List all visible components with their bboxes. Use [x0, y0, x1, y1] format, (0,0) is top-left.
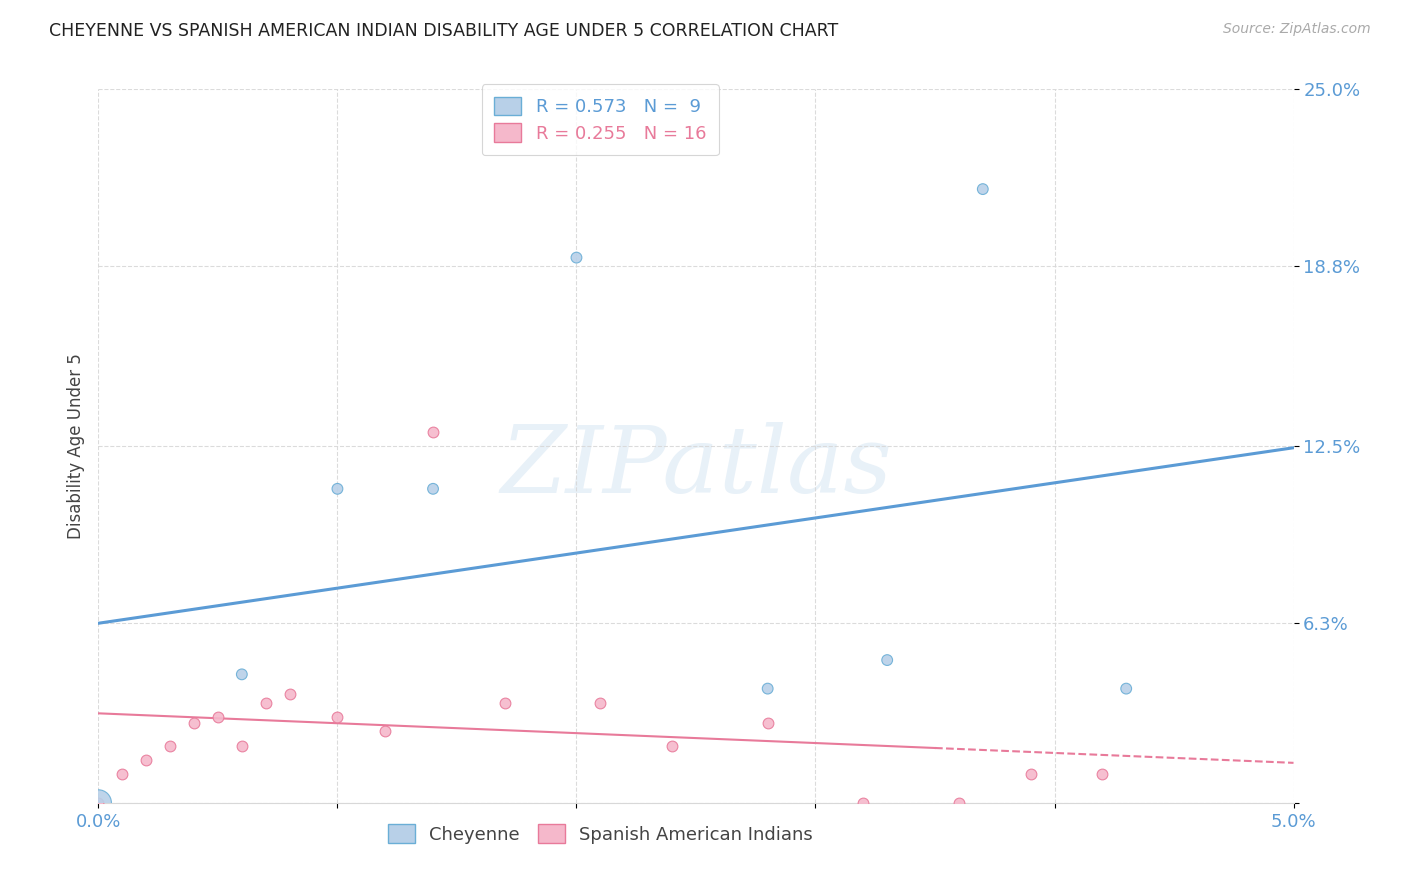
Point	[87, 796, 110, 810]
Point	[948, 796, 970, 810]
Point	[326, 482, 349, 496]
Point	[231, 739, 253, 753]
Point	[494, 696, 516, 710]
Y-axis label: Disability Age Under 5: Disability Age Under 5	[66, 353, 84, 539]
Point	[278, 687, 301, 701]
Text: CHEYENNE VS SPANISH AMERICAN INDIAN DISABILITY AGE UNDER 5 CORRELATION CHART: CHEYENNE VS SPANISH AMERICAN INDIAN DISA…	[49, 22, 838, 40]
Point	[326, 710, 349, 724]
Point	[1019, 767, 1042, 781]
Point	[972, 182, 994, 196]
Point	[111, 767, 134, 781]
Point	[661, 739, 683, 753]
Point	[756, 715, 779, 730]
Point	[589, 696, 612, 710]
Text: ZIPatlas: ZIPatlas	[501, 423, 891, 512]
Point	[876, 653, 898, 667]
Point	[422, 482, 444, 496]
Point	[422, 425, 444, 439]
Point	[207, 710, 229, 724]
Point	[565, 251, 588, 265]
Text: Source: ZipAtlas.com: Source: ZipAtlas.com	[1223, 22, 1371, 37]
Point	[374, 724, 396, 739]
Point	[1091, 767, 1114, 781]
Point	[756, 681, 779, 696]
Point	[231, 667, 253, 681]
Point	[1115, 681, 1137, 696]
Legend: Cheyenne, Spanish American Indians: Cheyenne, Spanish American Indians	[381, 817, 820, 851]
Point	[183, 715, 205, 730]
Point	[87, 796, 110, 810]
Point	[135, 753, 157, 767]
Point	[159, 739, 181, 753]
Point	[254, 696, 277, 710]
Point	[852, 796, 875, 810]
